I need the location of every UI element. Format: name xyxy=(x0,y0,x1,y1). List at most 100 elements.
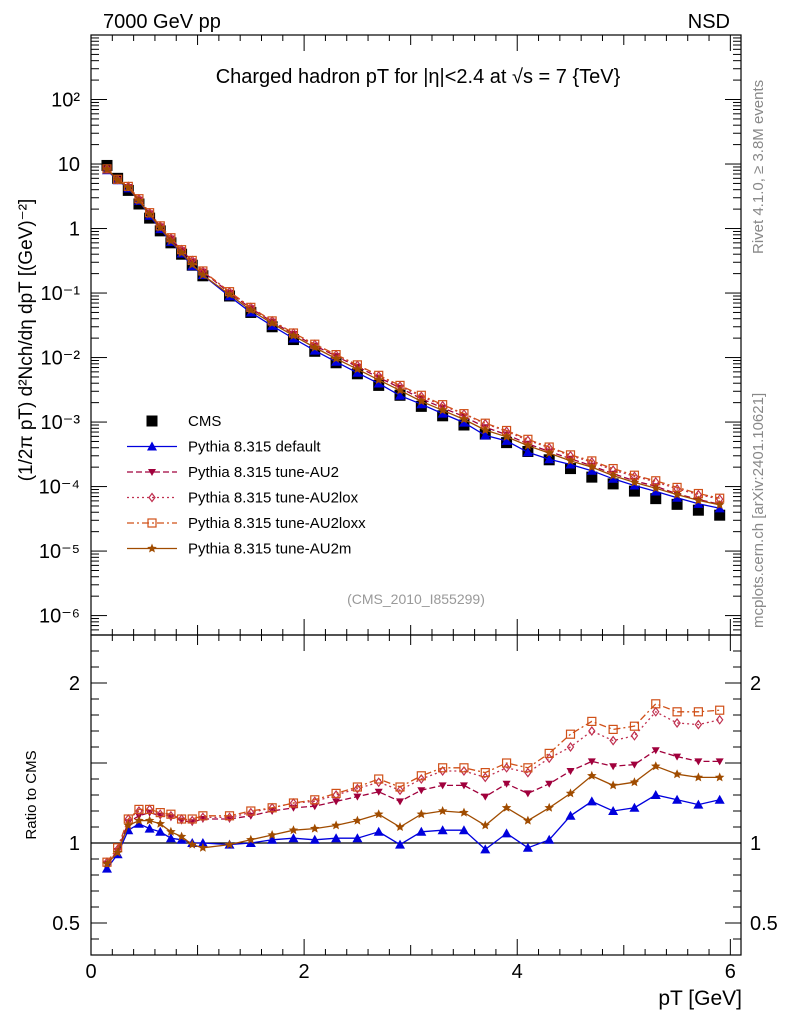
data-point xyxy=(480,430,491,440)
data-point xyxy=(692,504,704,516)
legend-item: Pythia 8.315 tune-AU2lox xyxy=(127,490,359,507)
data-point xyxy=(671,498,683,510)
ratio-point xyxy=(715,758,724,766)
y-tick-label-main: 1 xyxy=(69,219,80,241)
ratio-point xyxy=(224,811,235,821)
data-point xyxy=(267,318,277,328)
ratio-point xyxy=(694,758,703,766)
y-tick-label-main: 10⁻⁵ xyxy=(39,541,80,563)
main-y-axis-label: (1/2π pT) d²Nch/dη dpT [(GeV)⁻²] xyxy=(16,199,37,482)
series-line xyxy=(106,169,720,509)
ratio-point xyxy=(460,766,468,776)
ratio-point xyxy=(565,788,576,798)
data-point xyxy=(176,247,187,257)
ratio-point xyxy=(417,787,426,795)
ratio-point xyxy=(176,834,187,844)
legend-item: Pythia 8.315 tune-AU2 xyxy=(127,464,339,481)
data-point xyxy=(544,448,554,458)
ratio-frame xyxy=(90,634,742,956)
legend-marker xyxy=(147,518,157,528)
ratio-point xyxy=(310,803,319,811)
ratio-point xyxy=(331,820,341,830)
ratio-point xyxy=(480,767,490,778)
legend-marker xyxy=(147,543,157,553)
ratio-point xyxy=(331,788,341,799)
ratio-point xyxy=(395,782,405,792)
data-point xyxy=(310,342,320,352)
x-tick-label: 6 xyxy=(725,961,736,983)
ratio-point xyxy=(417,774,426,784)
header-left: 7000 GeV pp xyxy=(103,11,221,33)
data-point xyxy=(166,236,176,246)
ratio-point xyxy=(629,721,640,731)
data-point xyxy=(437,408,448,418)
ratio-point xyxy=(501,758,512,768)
ratio-point xyxy=(715,714,724,725)
ratio-point xyxy=(693,799,704,809)
ratio-series-pythia-8-315-default xyxy=(101,790,725,873)
ratio-series-pythia-8-315-tune-au2 xyxy=(102,747,724,868)
ratio-point xyxy=(352,782,362,792)
ratio-point xyxy=(502,780,511,788)
ratio-point xyxy=(523,790,532,798)
data-point xyxy=(629,480,640,490)
ratio-point xyxy=(102,857,112,867)
chart-title: Charged hadron pT for |η|<2.4 at √s = 7 … xyxy=(216,66,621,88)
ratio-point xyxy=(651,761,661,771)
ratio-point xyxy=(481,793,490,801)
ratio-point xyxy=(609,763,618,771)
data-point xyxy=(331,356,342,366)
data-point xyxy=(373,374,384,384)
ratio-point xyxy=(155,807,165,818)
ratio-point xyxy=(544,802,554,812)
ratio-point xyxy=(352,815,363,825)
data-point xyxy=(565,455,576,465)
ratio-point xyxy=(608,724,618,735)
data-point xyxy=(565,463,577,475)
ratio-point xyxy=(145,804,155,815)
ratio-point xyxy=(331,833,342,843)
ratio-point xyxy=(332,798,341,806)
ratio-point xyxy=(176,831,187,841)
ratio-point xyxy=(416,809,427,819)
data-point xyxy=(586,465,597,475)
ratio-point xyxy=(458,825,469,835)
y-tick-label-ratio-right: 2 xyxy=(750,673,761,695)
data-point xyxy=(288,333,299,343)
ratio-point xyxy=(245,838,256,847)
ratio-series xyxy=(101,699,725,873)
data-point xyxy=(395,390,406,400)
ratio-point xyxy=(544,834,555,844)
ratio-point xyxy=(187,839,197,849)
ratio-point xyxy=(374,777,383,788)
side-label-top: Rivet 4.1.0, ≥ 3.8M events xyxy=(750,80,767,254)
data-point xyxy=(187,259,197,269)
ratio-point xyxy=(373,826,384,836)
data-point xyxy=(586,471,598,483)
y-tick-label-main: 10⁻² xyxy=(41,348,81,370)
data-point xyxy=(628,485,640,497)
data-point xyxy=(608,470,618,480)
x-axis-label: pT [GeV] xyxy=(658,987,742,1010)
data-point xyxy=(155,222,165,232)
series-line xyxy=(106,168,720,506)
ratio-point xyxy=(587,758,596,766)
ratio-point xyxy=(165,833,176,843)
ratio-point xyxy=(714,772,725,782)
series-pythia-8-315-default xyxy=(101,165,725,513)
data-point xyxy=(608,473,619,483)
ratio-point xyxy=(198,811,208,821)
data-point xyxy=(246,305,256,315)
y-tick-label-main: 10 xyxy=(58,154,80,176)
y-tick-label-ratio: 1 xyxy=(69,833,80,855)
ratio-point xyxy=(134,815,144,825)
ratio-point xyxy=(459,782,468,790)
ratio-point xyxy=(144,815,155,825)
data-point xyxy=(544,454,555,464)
legend-label: Pythia 8.315 tune-AU2lox xyxy=(188,490,359,507)
ratio-point xyxy=(396,798,405,806)
ratio-point xyxy=(673,753,682,761)
data-point xyxy=(102,164,112,174)
ratio-point xyxy=(565,810,576,820)
data-point xyxy=(352,367,363,377)
